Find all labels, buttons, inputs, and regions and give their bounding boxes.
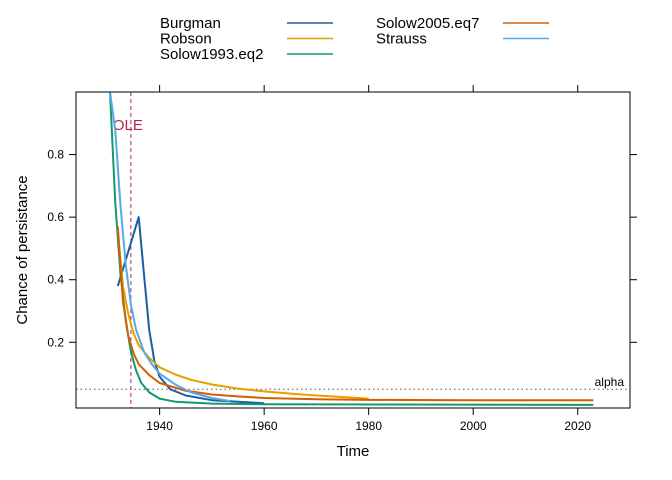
- series-line-strauss: [109, 92, 231, 403]
- x-tick-label: 1940: [146, 419, 173, 433]
- x-tick-label: 1980: [355, 419, 382, 433]
- y-tick-label: 0.4: [47, 273, 64, 287]
- x-axis-label: Time: [337, 443, 370, 460]
- plot-frame: [75, 91, 631, 409]
- x-tick-label: 1960: [251, 419, 278, 433]
- legend-label: Burgman: [160, 15, 221, 32]
- x-tick-label: 2020: [564, 419, 591, 433]
- axes: 1940 1960 1980 2000 2020 0.2 0.4 0.6 0.8: [47, 85, 637, 433]
- x-tick-label: 2000: [460, 419, 487, 433]
- series-line-solow1993-eq2: [109, 92, 594, 406]
- y-tick-label: 0.2: [47, 335, 64, 349]
- ole-label: OLE: [113, 117, 143, 134]
- legend-label: Solow2005.eq7: [376, 15, 479, 32]
- legend-label: Solow1993.eq2: [160, 46, 263, 63]
- y-tick-label: 0.6: [47, 210, 64, 224]
- series-layer: [109, 92, 594, 406]
- legend-label: Strauss: [376, 31, 427, 48]
- y-axis-label: Chance of persistance: [14, 175, 31, 324]
- series-line-solow2005-eq7: [116, 226, 594, 402]
- annotations: OLE alpha: [76, 92, 630, 408]
- alpha-label: alpha: [595, 375, 625, 389]
- series-line-burgman: [116, 216, 265, 405]
- series-line-robson: [116, 232, 369, 400]
- legend-label: Robson: [160, 31, 212, 48]
- y-tick-label: 0.8: [47, 148, 64, 162]
